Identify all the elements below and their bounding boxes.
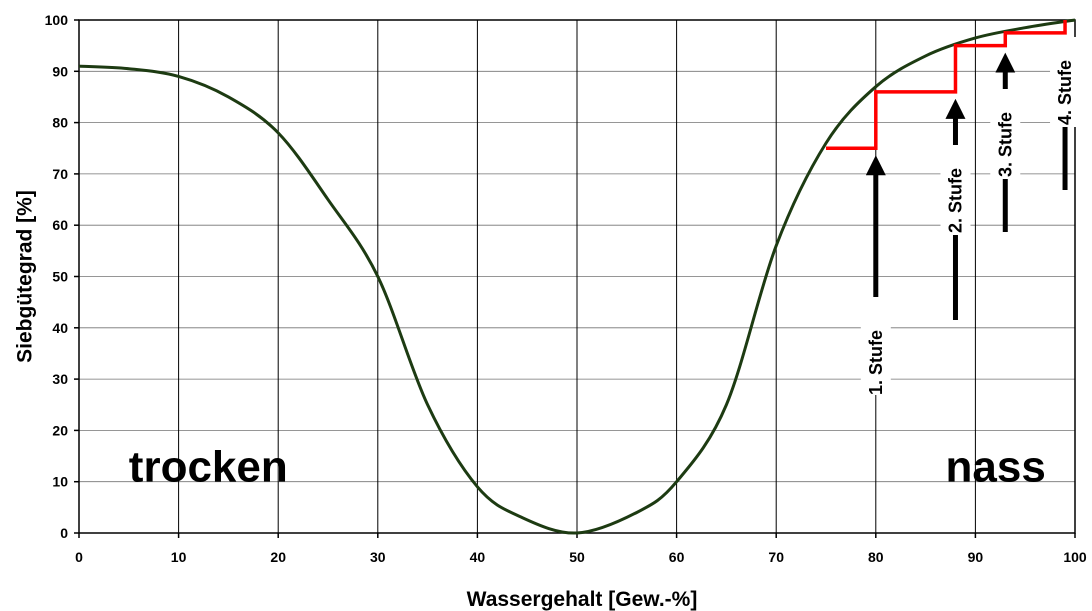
x-tick-label: 80 [868,549,884,565]
y-axis-ticks: 0 10 20 30 40 50 60 70 80 90 100 [45,12,79,541]
x-tick-label: 50 [569,549,585,565]
stage-label-2: 2. Stufe [945,168,965,233]
stage-label-bg [1050,37,1081,127]
y-tick-label: 70 [52,166,68,182]
y-tick-label: 60 [52,217,68,233]
y-axis-title: Siebgütegrad [%] [13,190,36,363]
y-tick-label: 20 [52,422,68,438]
stage-label-4: 4. Stufe [1055,60,1075,125]
stage-label-bg [990,89,1021,179]
y-tick-label: 80 [52,115,68,131]
y-tick-label: 0 [60,525,68,541]
stage-label-bg [860,297,891,395]
stage-label-1: 1. Stufe [866,330,886,395]
stufen-step-line [826,20,1067,150]
stage-arrows: 1. Stufe 2. Stufe 3. Stufe 4. Stufe [860,37,1081,395]
stage-label-bg [940,145,971,235]
stage-label-3: 3. Stufe [995,112,1015,177]
x-tick-label: 40 [470,549,486,565]
x-tick-label: 10 [171,549,187,565]
y-tick-label: 50 [52,269,68,285]
x-tick-label: 30 [370,549,386,565]
siebguetegrad-curve [78,18,1076,535]
x-axis-title: Wassergehalt [Gew.-%] [467,588,698,611]
x-axis-ticks: 0 10 20 30 40 50 60 70 80 90 100 [75,533,1087,565]
x-tick-label: 100 [1063,549,1087,565]
y-tick-label: 10 [52,474,68,490]
region-labels: trocken nass [129,442,1046,491]
x-tick-label: 60 [669,549,685,565]
region-label-nass: nass [946,442,1046,491]
x-tick-label: 90 [968,549,984,565]
gridlines [79,20,1075,533]
y-tick-label: 100 [45,12,69,28]
x-tick-label: 70 [768,549,784,565]
x-tick-label: 20 [270,549,286,565]
y-tick-label: 40 [52,320,68,336]
x-tick-label: 0 [75,549,83,565]
region-label-trocken: trocken [129,442,288,491]
y-tick-label: 90 [52,63,68,79]
y-tick-label: 30 [52,371,68,387]
